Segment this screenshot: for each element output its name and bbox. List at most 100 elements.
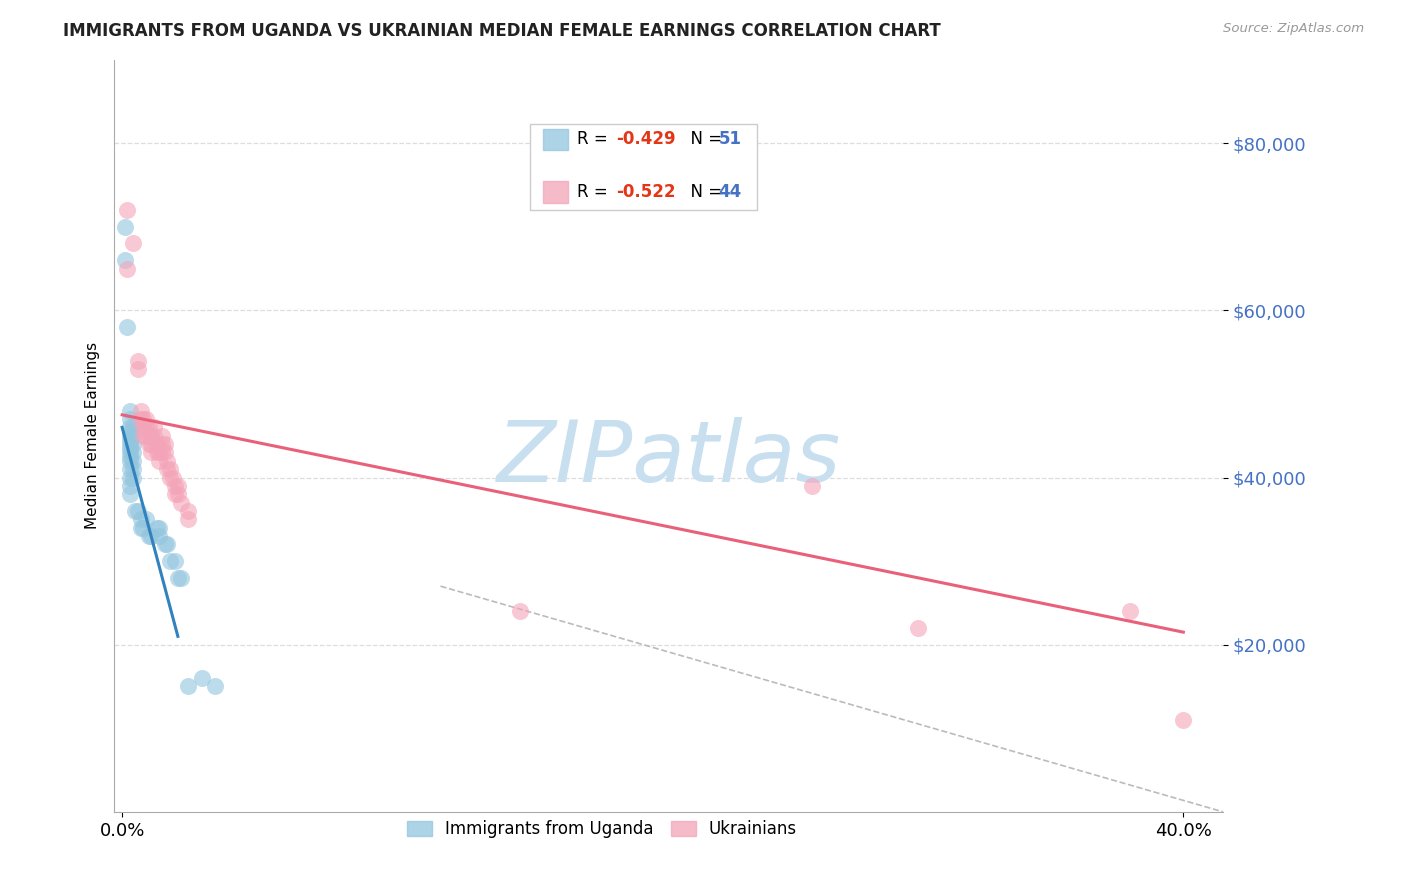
Text: IMMIGRANTS FROM UGANDA VS UKRAINIAN MEDIAN FEMALE EARNINGS CORRELATION CHART: IMMIGRANTS FROM UGANDA VS UKRAINIAN MEDI… — [63, 22, 941, 40]
Point — [121, 445, 143, 459]
Point — [159, 470, 181, 484]
Point — [141, 445, 163, 459]
Point — [120, 433, 142, 447]
Point — [167, 487, 190, 501]
Point — [120, 425, 142, 439]
Point — [1173, 713, 1195, 727]
Point — [138, 420, 160, 434]
Point — [169, 495, 191, 509]
Point — [150, 428, 173, 442]
Text: R =: R = — [576, 130, 613, 148]
Text: R =: R = — [576, 183, 613, 201]
Point — [120, 450, 142, 464]
Point — [159, 554, 181, 568]
Point — [127, 362, 149, 376]
Point — [148, 529, 170, 543]
Point — [177, 504, 200, 518]
Point — [143, 420, 166, 434]
Point — [800, 479, 823, 493]
Point — [129, 412, 152, 426]
Text: -0.522: -0.522 — [617, 183, 676, 201]
Point — [132, 412, 155, 426]
Point — [177, 512, 200, 526]
Point — [120, 412, 142, 426]
Point — [121, 462, 143, 476]
Point — [120, 445, 142, 459]
Point — [165, 487, 187, 501]
Point — [120, 454, 142, 468]
Point — [167, 571, 190, 585]
Y-axis label: Median Female Earnings: Median Female Earnings — [86, 343, 100, 529]
Point — [129, 512, 152, 526]
Point — [121, 470, 143, 484]
Point — [190, 671, 212, 685]
Point — [145, 437, 167, 451]
Point — [127, 353, 149, 368]
Point — [156, 537, 179, 551]
Point — [135, 512, 157, 526]
Point — [169, 571, 191, 585]
Point — [177, 680, 200, 694]
Point — [120, 437, 142, 451]
Bar — [543, 181, 568, 202]
Text: -0.429: -0.429 — [617, 130, 676, 148]
Point — [132, 420, 155, 434]
Point — [138, 437, 160, 451]
Point — [509, 604, 531, 618]
Point — [150, 445, 173, 459]
Point — [165, 479, 187, 493]
Point — [127, 504, 149, 518]
Point — [129, 521, 152, 535]
Point — [148, 445, 170, 459]
Point — [117, 202, 139, 217]
Point — [124, 504, 146, 518]
Point — [162, 470, 184, 484]
Point — [153, 445, 176, 459]
Point — [150, 437, 173, 451]
Point — [120, 479, 142, 493]
Point — [132, 428, 155, 442]
Text: ZIPatlas: ZIPatlas — [496, 417, 841, 500]
Point — [148, 454, 170, 468]
Point — [1119, 604, 1142, 618]
Legend: Immigrants from Uganda, Ukrainians: Immigrants from Uganda, Ukrainians — [401, 814, 804, 845]
Point — [153, 537, 176, 551]
Text: 51: 51 — [718, 130, 741, 148]
Text: N =: N = — [679, 130, 727, 148]
Point — [121, 437, 143, 451]
Point — [120, 403, 142, 417]
Point — [129, 403, 152, 417]
Point — [120, 487, 142, 501]
Point — [121, 236, 143, 251]
Point — [143, 428, 166, 442]
Point — [148, 521, 170, 535]
Point — [156, 454, 179, 468]
Point — [135, 420, 157, 434]
Point — [204, 680, 226, 694]
Bar — [543, 128, 568, 150]
Point — [138, 428, 160, 442]
Point — [114, 219, 136, 234]
Point — [156, 462, 179, 476]
Point — [120, 442, 142, 456]
Point — [135, 412, 157, 426]
Point — [167, 479, 190, 493]
Point — [138, 529, 160, 543]
Point — [907, 621, 929, 635]
Text: N =: N = — [679, 183, 727, 201]
Text: 44: 44 — [718, 183, 742, 201]
Point — [141, 529, 163, 543]
Point — [159, 462, 181, 476]
Point — [120, 420, 142, 434]
Point — [153, 437, 176, 451]
Text: Source: ZipAtlas.com: Source: ZipAtlas.com — [1223, 22, 1364, 36]
Point — [135, 428, 157, 442]
Point — [141, 437, 163, 451]
Point — [141, 428, 163, 442]
Point — [120, 462, 142, 476]
Point — [145, 521, 167, 535]
FancyBboxPatch shape — [530, 124, 758, 210]
Point — [121, 454, 143, 468]
Point — [121, 428, 143, 442]
Point — [120, 428, 142, 442]
